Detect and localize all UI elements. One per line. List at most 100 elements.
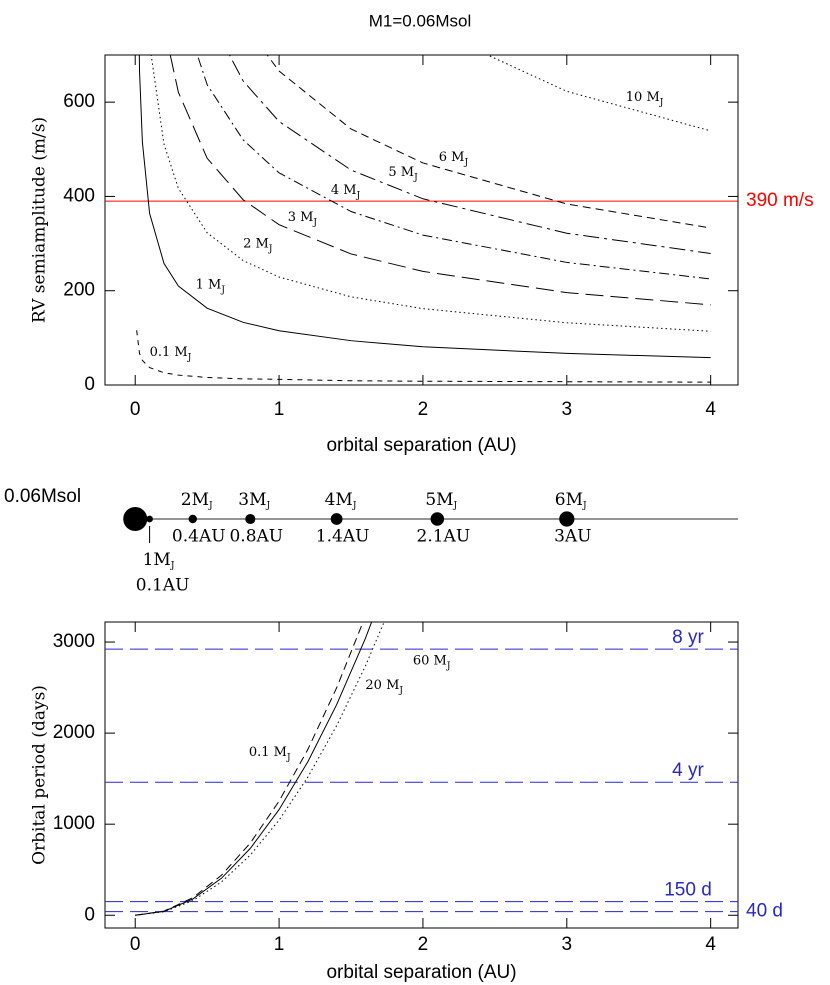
- series-label: 60 MJ: [413, 653, 451, 671]
- series-label: 10 MJ: [626, 89, 664, 107]
- planet-mass-label: 6MJ: [555, 490, 587, 511]
- plot-area: [105, 622, 738, 916]
- series-line: [135, 622, 373, 916]
- series-label-text: 10 M: [626, 89, 660, 104]
- planet-mass-label: 3MJ: [238, 490, 270, 511]
- planet-mass-label-subscript: J: [266, 501, 271, 511]
- y-axis-label: Orbital period (days): [30, 685, 50, 865]
- series-label: 3 MJ: [288, 210, 318, 228]
- series-label-text: 5 M: [388, 164, 414, 179]
- series-line: [266, 55, 711, 229]
- planet: [245, 513, 256, 525]
- planet-distance-label: 3AU: [554, 527, 591, 547]
- series-label: 20 MJ: [365, 678, 403, 696]
- planet-mass-label-subscript: J: [582, 501, 587, 511]
- y-tick-label: 3000: [53, 631, 95, 652]
- reference-label: 8 yr: [672, 627, 704, 648]
- series-line: [228, 55, 711, 254]
- series-label-subscript: J: [463, 157, 468, 167]
- series-label-text: 20 M: [365, 678, 399, 693]
- planet-mass-label-subscript: J: [170, 561, 175, 571]
- series-label-text: 2 M: [243, 236, 269, 251]
- series-label-subscript: J: [268, 244, 273, 254]
- x-tick-label: 2: [418, 934, 429, 955]
- x-axis-label: orbital separation (AU): [326, 435, 516, 456]
- series-label-subscript: J: [312, 218, 317, 228]
- y-tick-label: 0: [84, 374, 95, 395]
- series-line: [196, 55, 711, 280]
- reference-label: 150 d: [664, 880, 712, 901]
- y-tick-label: 1000: [53, 813, 95, 834]
- panel: 0 1 2 3 4 0 200 400 600 orbital separation (AU) RV…: [30, 54, 814, 456]
- planet-mass-label: 4MJ: [325, 490, 357, 511]
- series-label: 0.1 MJ: [150, 345, 192, 363]
- planet-distance-label: 0.8AU: [229, 527, 283, 547]
- planet-mass-label-subscript: J: [208, 501, 213, 511]
- x-tick-label: 3: [562, 934, 573, 955]
- planet-mass-label-text: 5M: [425, 490, 453, 510]
- y-axis-label: RV semiamplitude (m/s): [30, 117, 50, 323]
- star: [123, 507, 148, 531]
- x-tick-label: 2: [418, 399, 429, 420]
- series-label-subscript: J: [220, 285, 225, 295]
- planet-distance-label: 0.1AU: [136, 576, 190, 596]
- y-tick-label: 200: [63, 280, 95, 301]
- series-label: 0.1 MJ: [249, 745, 291, 763]
- planet-distance-label: 0.4AU: [172, 527, 226, 547]
- series-label: 4 MJ: [331, 182, 361, 200]
- series-line: [169, 55, 711, 306]
- series-label: 1 MJ: [196, 277, 226, 295]
- planet-mass-label: 1MJ: [143, 550, 175, 571]
- plot-frame: [104, 621, 739, 929]
- series-label-subscript: J: [187, 353, 192, 363]
- y-tick-label: 600: [63, 91, 95, 112]
- star-label: 0.06Msol: [4, 486, 81, 507]
- series-label-text: 1 M: [196, 277, 222, 292]
- chart-title: M1=0.06Msol: [369, 11, 472, 30]
- series-label: 2 MJ: [243, 236, 273, 254]
- planet-mass-label-text: 4M: [325, 490, 353, 510]
- x-tick-label: 4: [705, 934, 716, 955]
- series-label-subscript: J: [286, 753, 291, 763]
- series-label-text: 4 M: [331, 182, 357, 197]
- planet-mass-label-text: 6M: [555, 490, 583, 510]
- planet-distance-label: 1.4AU: [316, 527, 370, 547]
- planet-mass-label-text: 1M: [143, 550, 171, 570]
- planet: [430, 512, 445, 526]
- series-label-subscript: J: [398, 686, 403, 696]
- y-tick-label: 400: [63, 185, 95, 206]
- reference-label: 390 m/s: [746, 190, 814, 211]
- x-axis-label: orbital separation (AU): [326, 962, 516, 983]
- planet: [330, 513, 343, 525]
- planet-distance-label: 2.1AU: [417, 527, 471, 547]
- plot-area: [105, 55, 738, 383]
- reference-label: 4 yr: [672, 760, 704, 781]
- series-label-subscript: J: [659, 97, 664, 107]
- series-label: 6 MJ: [439, 149, 469, 167]
- planet-mass-label: 2MJ: [181, 490, 213, 511]
- planet: [559, 511, 575, 527]
- series-label-text: 3 M: [288, 210, 314, 225]
- panel: 0 1 2 3 4 0 1000 2000 3000 orbital separation (AU…: [30, 621, 783, 983]
- planet-mass-label-subscript: J: [453, 501, 458, 511]
- series-line: [136, 330, 711, 383]
- planet: [146, 515, 153, 523]
- planet: [188, 514, 197, 524]
- y-tick-label: 2000: [53, 722, 95, 743]
- series-label-text: 60 M: [413, 653, 447, 668]
- series-label-text: 0.1 M: [150, 345, 188, 360]
- series-label-subscript: J: [413, 172, 418, 182]
- x-tick-label: 3: [562, 399, 573, 420]
- x-tick-label: 4: [705, 399, 716, 420]
- orbit-diagram: 0.06Msol1MJ0.1AU2MJ0.4AU3MJ0.8AU4MJ1.4AU…: [4, 486, 738, 596]
- planet-mass-label-text: 2M: [181, 490, 209, 510]
- planet-mass-label: 5MJ: [425, 490, 457, 511]
- series-label-subscript: J: [356, 190, 361, 200]
- planet-mass-label-text: 3M: [238, 490, 266, 510]
- series-label-text: 6 M: [439, 149, 465, 164]
- x-tick-label: 1: [274, 934, 285, 955]
- x-tick-label: 0: [130, 934, 141, 955]
- plot-frame: [104, 54, 739, 386]
- series-line: [135, 622, 364, 916]
